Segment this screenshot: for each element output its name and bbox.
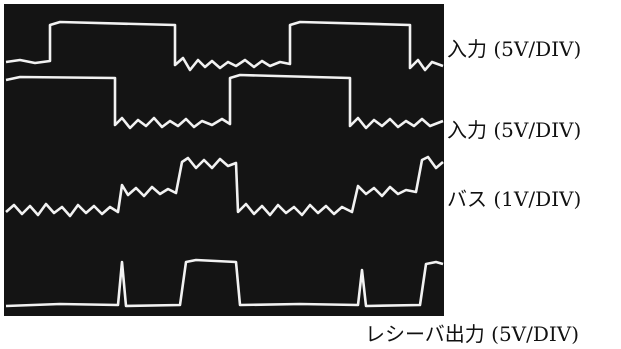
- trace-label: バス (1V/DIV): [447, 183, 581, 212]
- trace-label: レシーバ出力 (5V/DIV): [365, 318, 579, 347]
- trace-label: 入力 (5V/DIV): [447, 114, 581, 143]
- screen-background: [4, 4, 444, 316]
- trace-label: 入力 (5V/DIV): [447, 33, 581, 62]
- page: 入力 (5V/DIV) 入力 (5V/DIV) バス (1V/DIV) レシーバ…: [0, 0, 621, 349]
